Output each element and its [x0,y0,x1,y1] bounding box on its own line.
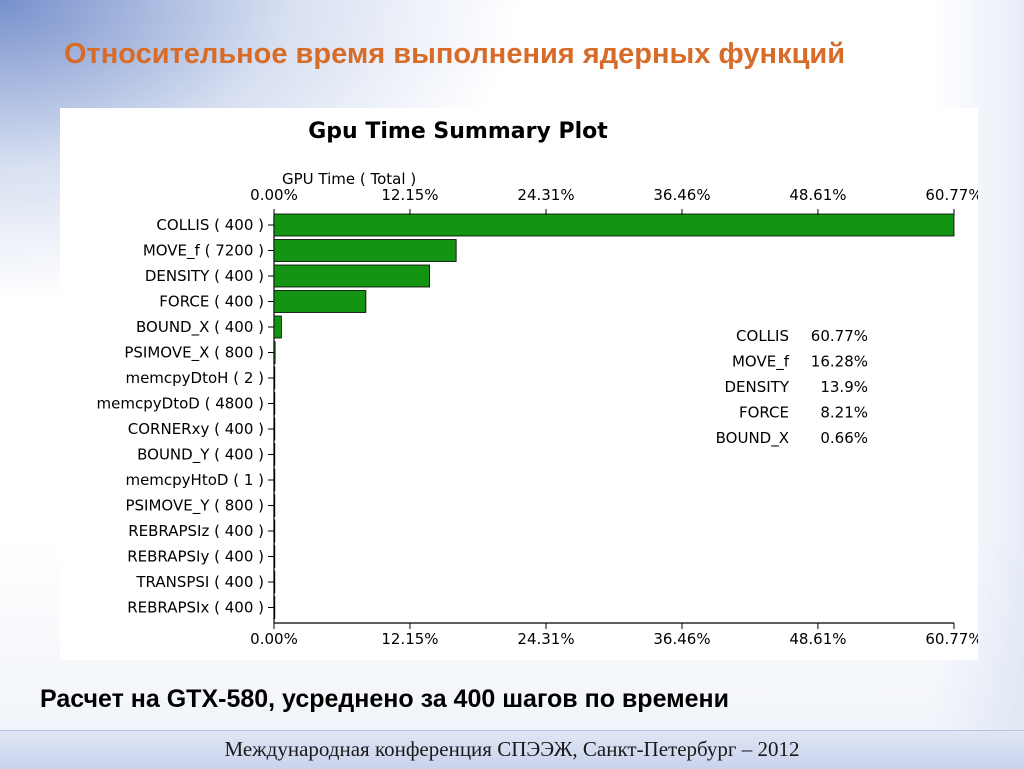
chart-legend: COLLIS 60.77% MOVE_f 16.28% DENSITY 13.9% FORC… [716,327,868,448]
category-label-6: memcpyDtoH ( 2 ) [125,369,264,387]
category-label-11: PSIMOVE_Y ( 800 ) [125,497,264,516]
bar-13 [273,545,276,568]
chart-ticks: 0.00% 0.00% 12.15% 12.15% 24.31% 24.31% 36.46%… [250,186,978,648]
x-axis-label: GPU Time ( Total ) [282,170,416,188]
chart-category-labels: COLLIS ( 400 ) MOVE_f ( 7200 ) DENSITY ( 4… [97,216,274,617]
bar-12 [273,519,276,543]
bar-10 [273,468,276,492]
bottom-tick-label-2: 24.31% [517,630,574,648]
footer-text: Международная конференция СПЭЭЖ, Санкт-П… [224,737,800,761]
category-label-14: TRANSPSI ( 400 ) [135,573,264,591]
top-tick-label-0: 0.00% [250,186,298,204]
bar-1 [273,239,457,262]
bottom-tick-label-0: 0.00% [250,630,298,648]
legend-value-3: 8.21% [820,404,868,422]
legend-value-4: 0.66% [820,429,868,447]
bar-5 [273,341,276,364]
legend-value-0: 60.77% [811,327,868,345]
top-tick-label-2: 24.31% [517,186,574,204]
slide-title: Относительное время выполнения ядерных ф… [64,38,846,70]
bar-9 [273,443,276,466]
bar-0 [273,213,955,237]
bar-4 [273,315,282,339]
category-label-4: BOUND_X ( 400 ) [136,318,264,337]
legend-name-4: BOUND_X [716,429,789,448]
legend-value-1: 16.28% [811,353,868,371]
top-tick-label-5: 60.77% [925,186,978,204]
top-tick-label-3: 36.46% [653,186,710,204]
gpu-time-plot-panel: Gpu Time Summary Plot GPU Time ( Total )… [60,108,978,660]
bottom-tick-label-5: 60.77% [925,630,978,648]
category-label-5: PSIMOVE_X ( 800 ) [124,344,264,363]
category-label-12: REBRAPSIz ( 400 ) [128,522,264,540]
slide-caption: Расчет на GTX-580, усреднено за 400 шаго… [40,685,730,713]
bar-3 [273,290,367,313]
footer-bar: Международная конференция СПЭЭЖ, Санкт-П… [0,730,1024,769]
bottom-tick-label-3: 36.46% [653,630,710,648]
legend-name-3: FORCE [739,404,789,422]
category-label-8: CORNERxy ( 400 ) [128,420,264,438]
category-label-2: DENSITY ( 400 ) [145,267,264,285]
category-label-7: memcpyDtoD ( 4800 ) [97,395,264,413]
category-label-13: REBRAPSIy ( 400 ) [127,548,264,566]
bar-15 [273,596,276,619]
bar-2 [273,264,430,288]
bottom-tick-label-1: 12.15% [381,630,438,648]
legend-name-2: DENSITY [724,378,789,396]
gpu-time-summary-chart: Gpu Time Summary Plot GPU Time ( Total )… [97,119,978,648]
category-label-15: REBRAPSIx ( 400 ) [127,599,264,617]
legend-value-2: 13.9% [820,378,868,396]
top-tick-label-1: 12.15% [381,186,438,204]
legend-name-0: COLLIS [736,327,789,345]
category-label-10: memcpyHtoD ( 1 ) [125,471,264,489]
bar-14 [273,570,276,594]
category-label-9: BOUND_Y ( 400 ) [137,446,264,465]
bar-11 [273,494,276,517]
bar-8 [273,417,276,441]
bottom-tick-label-4: 48.61% [789,630,846,648]
top-tick-label-4: 48.61% [789,186,846,204]
category-label-0: COLLIS ( 400 ) [156,216,264,234]
category-label-3: FORCE ( 400 ) [159,293,264,311]
legend-name-1: MOVE_f [732,353,790,372]
bar-6 [273,366,276,390]
bar-7 [273,392,276,415]
chart-title: Gpu Time Summary Plot [308,119,608,144]
category-label-1: MOVE_f ( 7200 ) [143,242,264,261]
